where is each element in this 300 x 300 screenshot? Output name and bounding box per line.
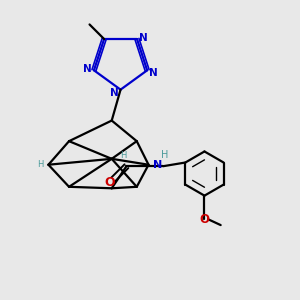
Text: N: N — [152, 160, 162, 170]
Text: N: N — [139, 33, 148, 43]
Text: N: N — [110, 88, 118, 98]
Text: N: N — [83, 64, 92, 74]
Text: H: H — [120, 152, 126, 160]
Text: H: H — [37, 160, 43, 169]
Text: H: H — [161, 150, 168, 160]
Text: N: N — [149, 68, 158, 78]
Text: O: O — [104, 176, 115, 190]
Text: O: O — [200, 213, 209, 226]
